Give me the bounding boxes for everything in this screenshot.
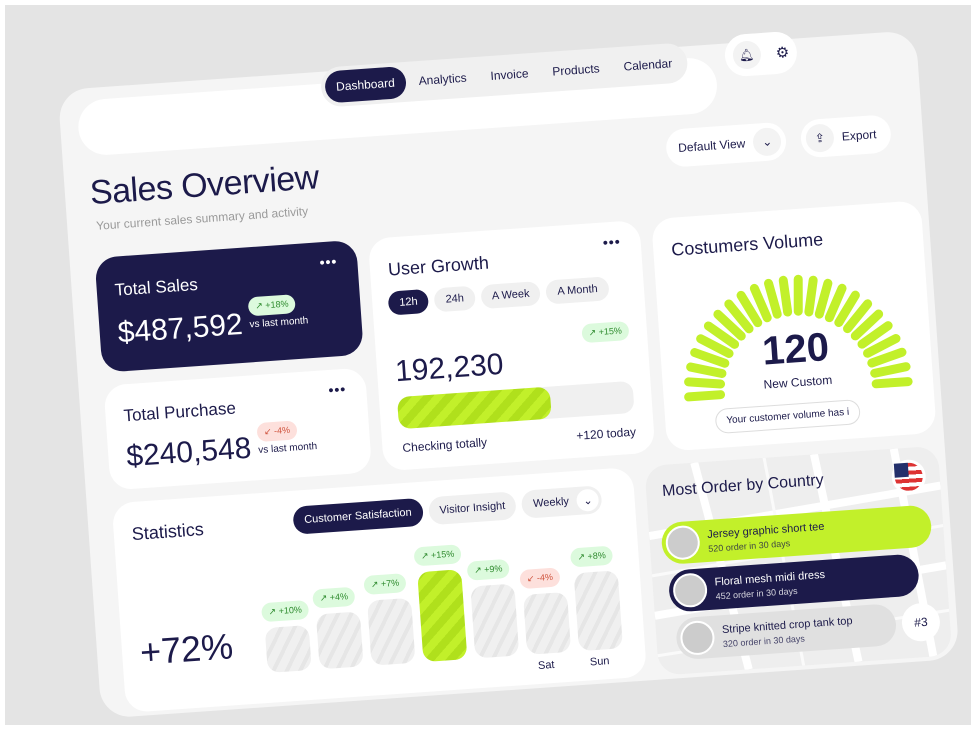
gauge-segment xyxy=(684,377,726,389)
gear-icon[interactable]: ⚙ xyxy=(775,44,790,62)
progress-caption: Checking totally xyxy=(402,435,488,455)
tab-month[interactable]: A Month xyxy=(545,276,610,305)
bar[interactable] xyxy=(573,570,624,652)
bar-badge: ↗ +8% xyxy=(569,545,614,568)
product-thumbnail xyxy=(664,524,701,561)
bar-badge: ↗ +9% xyxy=(466,558,511,581)
total-sales-card: ••• Total Sales $487,592 ↗ +18% vs last … xyxy=(94,239,364,373)
statistics-title: Statistics xyxy=(131,519,205,545)
chevron-down-icon: ⌄ xyxy=(752,126,783,157)
tab-12h[interactable]: 12h xyxy=(387,288,430,316)
gauge-segment xyxy=(850,309,884,341)
tab-week[interactable]: A Week xyxy=(480,281,542,310)
customers-volume-card: Costumers Volume 120 New Custom Your cus… xyxy=(651,200,937,452)
upload-icon: ⇪ xyxy=(804,123,835,154)
total-sales-note: vs last month xyxy=(249,315,309,331)
nav-analytics[interactable]: Analytics xyxy=(418,70,468,88)
gauge-segment xyxy=(867,347,907,368)
customers-gauge xyxy=(684,274,913,402)
total-sales-label: Total Sales xyxy=(114,274,199,300)
gauge-segment xyxy=(686,362,727,378)
nav-dashboard[interactable]: Dashboard xyxy=(324,65,407,104)
bar-badge: ↙ -4% xyxy=(519,567,561,590)
gauge-segment xyxy=(814,278,833,319)
gauge-segment xyxy=(724,299,754,334)
export-button[interactable]: ⇪ Export xyxy=(799,114,892,159)
customers-note: Your customer volume has i xyxy=(714,399,861,435)
bar[interactable] xyxy=(523,591,572,655)
user-growth-card: ••• User Growth 12h 24h A Week A Month ↗… xyxy=(367,219,656,472)
total-purchase-change: ↙ -4% xyxy=(256,420,298,443)
bar-day-label: Sun xyxy=(589,655,610,669)
total-purchase-value: $240,548 xyxy=(125,431,253,474)
progress-fill xyxy=(396,386,553,430)
more-icon[interactable]: ••• xyxy=(602,233,622,251)
gauge-segment xyxy=(703,321,740,349)
gauge-segment xyxy=(834,290,860,328)
today-count: +120 today xyxy=(575,424,637,443)
total-sales-value: $487,592 xyxy=(116,307,244,350)
nav-invoice[interactable]: Invoice xyxy=(490,66,529,83)
more-icon[interactable]: ••• xyxy=(319,253,338,271)
bar-badge: ↗ +7% xyxy=(363,573,407,596)
bar[interactable] xyxy=(367,597,416,666)
user-growth-value: 192,230 xyxy=(394,347,505,389)
nav-products[interactable]: Products xyxy=(551,61,601,79)
gauge-segment xyxy=(736,290,763,328)
gauge-segment xyxy=(804,275,818,317)
statistics-card: Statistics Customer Satisfaction Visitor… xyxy=(111,467,648,713)
export-label: Export xyxy=(841,127,877,144)
gauge-segment xyxy=(857,321,893,349)
gauge-segment xyxy=(793,274,803,316)
header-icons: 🔔︎ ⚙ xyxy=(723,30,799,78)
total-purchase-card: ••• Total Purchase $240,548 ↙ -4% vs las… xyxy=(103,367,373,491)
tab-24h[interactable]: 24h xyxy=(433,285,476,313)
more-icon[interactable]: ••• xyxy=(328,380,347,399)
bar[interactable] xyxy=(417,569,468,663)
gauge-segment xyxy=(863,333,901,358)
bar-day-label: Sat xyxy=(537,658,555,673)
bar-badge: ↗ +4% xyxy=(312,586,356,609)
product-thumbnail xyxy=(679,619,716,657)
user-growth-change: ↗ +15% xyxy=(580,320,630,344)
bar[interactable] xyxy=(470,583,520,659)
gauge-segment xyxy=(871,377,913,389)
total-purchase-label: Total Purchase xyxy=(122,398,237,426)
gauge-segment xyxy=(824,283,847,323)
statistics-big-value: +72% xyxy=(138,625,235,673)
gauge-segment xyxy=(764,278,782,319)
product-thumbnail xyxy=(671,572,709,609)
gauge-segment xyxy=(713,309,746,341)
bell-icon[interactable]: 🔔︎ xyxy=(731,40,762,70)
gauge-segment xyxy=(690,348,730,368)
default-view-label: Default View xyxy=(677,136,746,156)
total-purchase-note: vs last month xyxy=(257,440,318,457)
gauge-segment xyxy=(696,334,734,358)
main-nav: Dashboard Analytics Invoice Products Cal… xyxy=(319,42,689,108)
gauge-segment xyxy=(843,299,873,334)
map-card: Most Order by Country Jersey graphic sho… xyxy=(644,445,953,676)
gauge-segment xyxy=(749,283,772,323)
bar[interactable] xyxy=(315,611,364,670)
bar-badge: ↗ +10% xyxy=(260,599,310,623)
bar-badge: ↗ +15% xyxy=(413,544,462,567)
gauge-segment xyxy=(778,275,793,317)
gauge-segment xyxy=(870,362,911,378)
user-growth-title: User Growth xyxy=(387,252,490,280)
bar[interactable] xyxy=(264,624,312,673)
gauge-segment xyxy=(684,390,726,402)
total-sales-change: ↗ +18% xyxy=(247,294,297,317)
nav-calendar[interactable]: Calendar xyxy=(623,56,673,74)
user-growth-progress xyxy=(396,380,635,430)
dashboard-board: Dashboard Analytics Invoice Products Cal… xyxy=(57,20,963,719)
